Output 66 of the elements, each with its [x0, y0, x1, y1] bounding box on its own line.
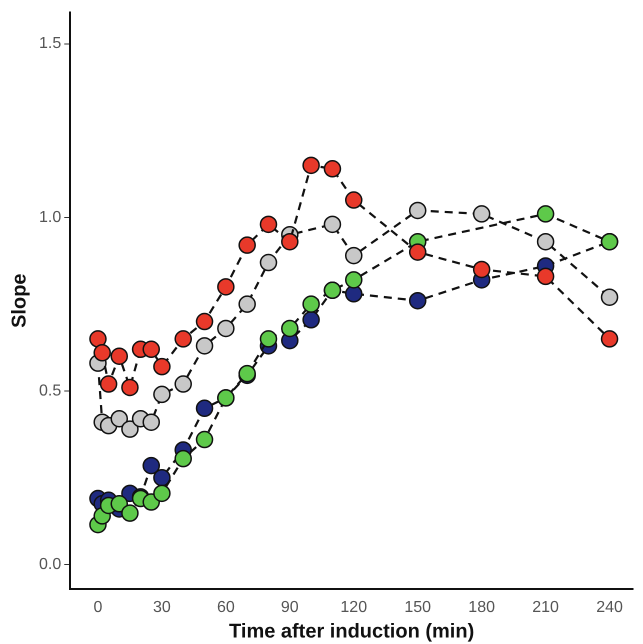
point — [536, 232, 554, 250]
point — [238, 295, 256, 313]
point — [174, 450, 192, 468]
x-tick-label: 240 — [596, 598, 623, 616]
point — [121, 378, 139, 396]
x-tick-label: 60 — [216, 598, 235, 616]
point — [153, 386, 171, 404]
point — [472, 260, 490, 278]
point — [260, 254, 278, 272]
y-tick-label: 0.5 — [38, 382, 62, 400]
point — [121, 420, 139, 438]
point — [110, 347, 128, 365]
x-tick-label: 120 — [340, 598, 368, 616]
point — [142, 456, 160, 474]
point — [324, 160, 342, 178]
point — [153, 484, 171, 502]
point — [174, 330, 192, 348]
point — [196, 430, 214, 448]
point — [408, 243, 426, 261]
point — [238, 236, 256, 254]
point — [600, 288, 618, 306]
point — [153, 358, 171, 376]
point — [196, 337, 214, 355]
point — [281, 232, 299, 250]
point — [174, 375, 192, 393]
point — [93, 344, 111, 362]
point — [110, 410, 128, 428]
point — [196, 312, 214, 330]
x-tick-label: 150 — [404, 598, 432, 616]
point — [196, 400, 214, 418]
point — [121, 504, 139, 522]
point — [408, 292, 426, 310]
point — [217, 278, 235, 296]
x-axis-title: Time after induction (min) — [229, 620, 474, 643]
y-tick-label: 0.0 — [38, 556, 62, 573]
point — [408, 202, 426, 220]
point — [600, 330, 618, 348]
x-tick-label: 180 — [468, 598, 496, 616]
point — [142, 413, 160, 431]
point — [100, 375, 118, 393]
point — [345, 271, 363, 289]
point — [281, 320, 299, 338]
point — [345, 191, 363, 209]
x-tick-label: 210 — [532, 598, 560, 616]
point — [142, 340, 160, 358]
point — [110, 495, 128, 513]
point — [153, 468, 171, 486]
point — [260, 330, 278, 348]
point — [536, 268, 554, 286]
point — [324, 216, 342, 234]
point — [302, 295, 320, 313]
y-tick-label: 1.5 — [38, 35, 62, 52]
point — [89, 330, 107, 348]
x-tick-label: 30 — [153, 598, 171, 616]
point — [302, 156, 320, 174]
point — [472, 205, 490, 223]
point — [302, 311, 320, 329]
x-tick-label: 90 — [280, 598, 299, 616]
point — [260, 216, 278, 234]
x-tick-label: 0 — [94, 598, 102, 616]
point — [217, 320, 235, 338]
y-axis-title: Slope — [8, 273, 31, 328]
point — [536, 205, 554, 223]
point — [345, 246, 363, 264]
y-tick-label: 1.0 — [38, 208, 62, 226]
point — [345, 285, 363, 303]
